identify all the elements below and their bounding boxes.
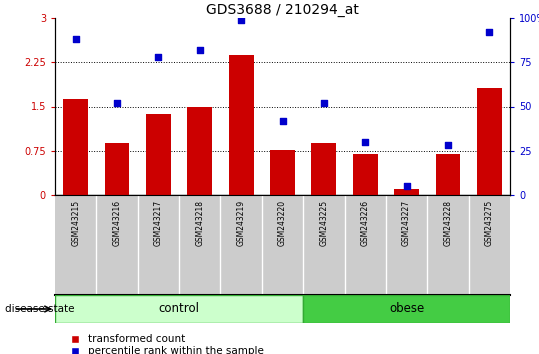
Text: GSM243275: GSM243275 <box>485 200 494 246</box>
Bar <box>55 295 303 323</box>
Point <box>402 183 411 189</box>
Text: GSM243226: GSM243226 <box>361 200 370 246</box>
Text: GSM243225: GSM243225 <box>320 200 328 246</box>
Point <box>485 29 494 35</box>
Bar <box>477 88 502 195</box>
Text: GSM243215: GSM243215 <box>71 200 80 246</box>
Text: GSM243228: GSM243228 <box>444 200 452 246</box>
Bar <box>229 55 253 195</box>
Bar <box>63 99 88 195</box>
Title: GDS3688 / 210294_at: GDS3688 / 210294_at <box>206 3 359 17</box>
Text: GSM243219: GSM243219 <box>237 200 246 246</box>
Text: GSM243218: GSM243218 <box>195 200 204 246</box>
Point <box>444 143 452 148</box>
Bar <box>353 154 378 195</box>
Point <box>154 54 163 60</box>
Point <box>71 36 80 42</box>
Point <box>361 139 370 145</box>
Text: GSM243220: GSM243220 <box>278 200 287 246</box>
Bar <box>303 295 510 323</box>
Legend: transformed count, percentile rank within the sample: transformed count, percentile rank withi… <box>60 330 268 354</box>
Point <box>278 118 287 124</box>
Text: obese: obese <box>389 303 424 315</box>
Point <box>237 17 245 23</box>
Point <box>113 100 121 106</box>
Text: GSM243227: GSM243227 <box>402 200 411 246</box>
Bar <box>436 154 460 195</box>
Text: control: control <box>158 303 199 315</box>
Bar <box>394 189 419 195</box>
Point <box>196 47 204 53</box>
Text: GSM243217: GSM243217 <box>154 200 163 246</box>
Bar <box>312 143 336 195</box>
Text: GSM243216: GSM243216 <box>113 200 122 246</box>
Text: disease state: disease state <box>5 304 75 314</box>
Bar <box>105 143 129 195</box>
Bar <box>270 150 295 195</box>
Bar <box>146 114 171 195</box>
Bar <box>188 107 212 195</box>
Point <box>320 100 328 106</box>
